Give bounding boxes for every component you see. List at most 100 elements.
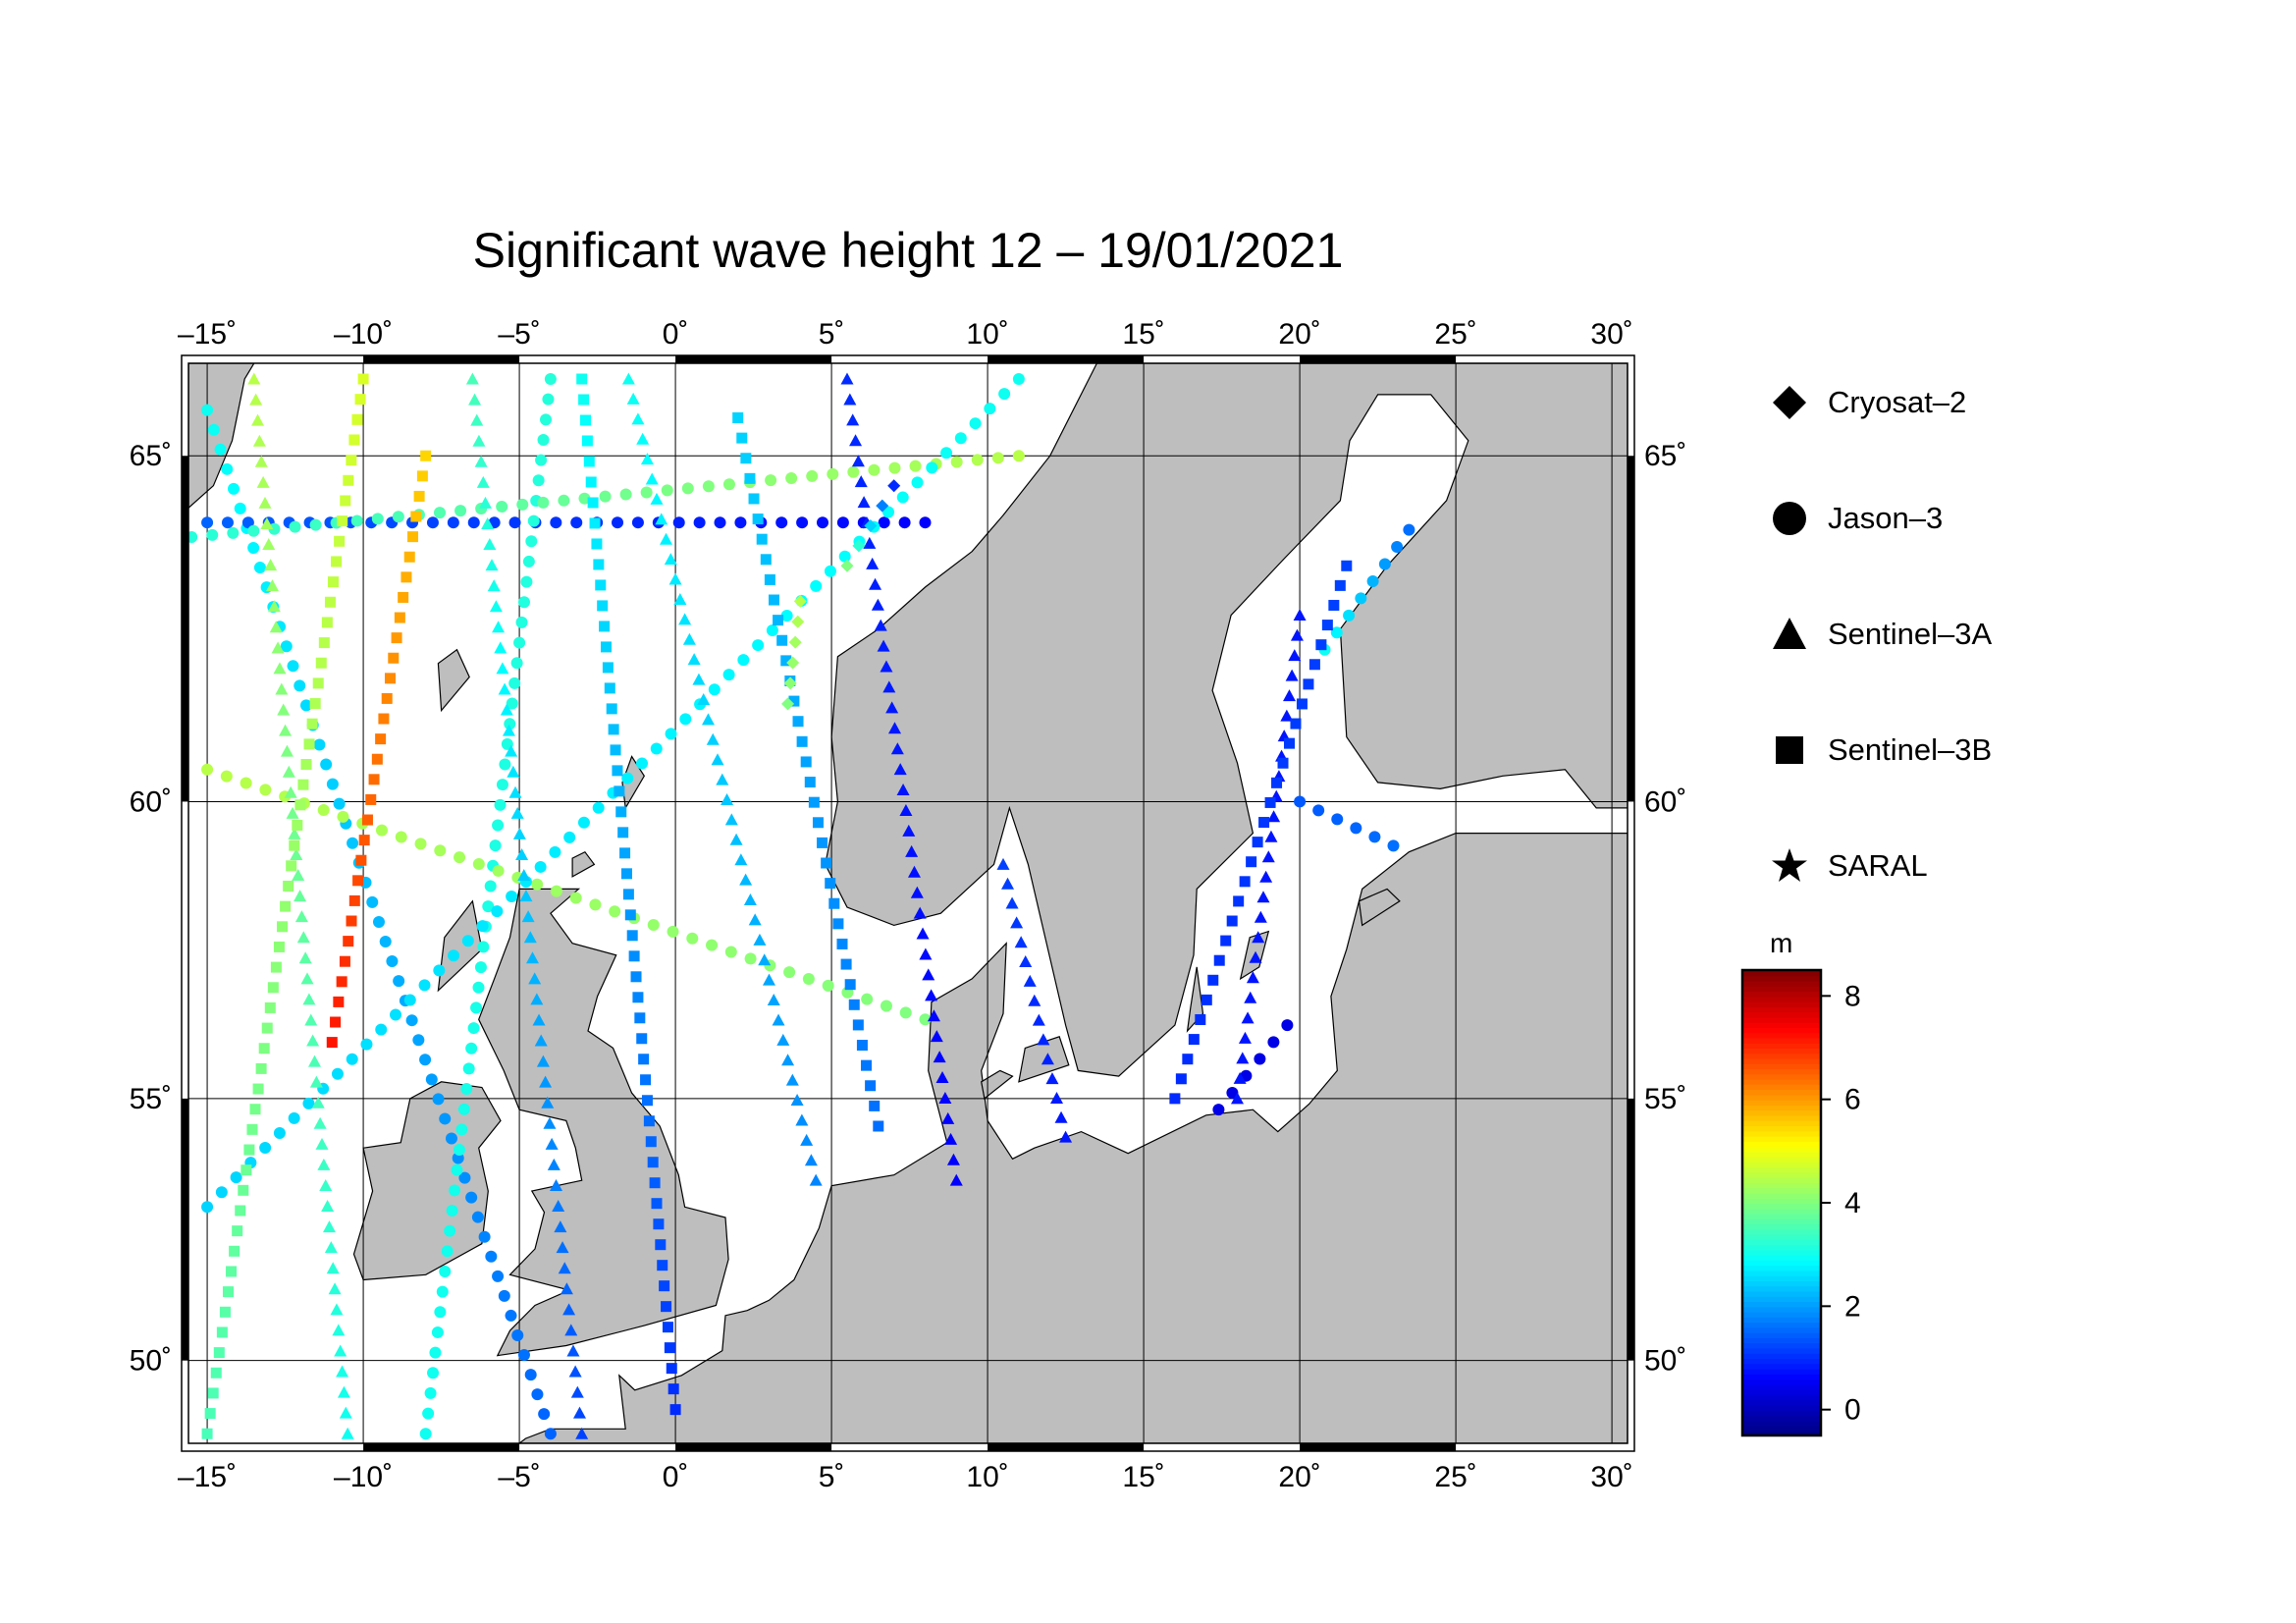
sentinel3a-point <box>1230 1092 1244 1105</box>
jason3-point <box>806 469 819 482</box>
sentinel3b-point <box>641 1095 653 1107</box>
sentinel3b-point <box>580 414 592 426</box>
sentinel3b-point <box>255 1062 267 1074</box>
sentinel3b-point <box>416 470 428 482</box>
sentinel3b-point <box>617 827 629 839</box>
sentinel3b-point <box>264 1001 276 1013</box>
jason3-point <box>447 516 459 529</box>
sentinel3a-point <box>575 1427 589 1439</box>
legend-item: Sentinel–3B <box>1767 721 1992 780</box>
jason3-point <box>482 900 495 913</box>
jason3-point <box>467 1022 480 1035</box>
land-polygon <box>478 888 729 1357</box>
sentinel3a-point <box>1246 971 1259 984</box>
jason3-point <box>302 1097 315 1109</box>
jason3-point <box>221 516 234 529</box>
jason3-point <box>458 1171 471 1184</box>
jason3-point <box>461 935 474 947</box>
colorbar-segment <box>1742 1414 1821 1422</box>
colorbar-segment <box>1742 1166 1821 1173</box>
sentinel3a-point <box>776 1033 790 1046</box>
sentinel3a-point <box>306 1034 320 1047</box>
sentinel3a-point <box>519 890 533 902</box>
jason3-point <box>722 669 735 681</box>
jason3-point <box>592 801 605 814</box>
sentinel3b-point <box>1334 579 1346 591</box>
jason3-point <box>467 516 480 529</box>
sentinel3a-point <box>260 516 274 529</box>
sentinel3a-point <box>692 673 706 685</box>
sentinel3a-point <box>933 1051 946 1063</box>
jason3-point <box>550 516 562 529</box>
cryosat2-point <box>887 479 901 493</box>
sentinel3b-point <box>210 1367 222 1379</box>
sentinel3a-point <box>772 1013 785 1026</box>
jason3-point <box>734 516 747 529</box>
colorbar-segment <box>1742 1420 1821 1427</box>
jason3-point <box>538 1408 551 1421</box>
jason3-point <box>227 526 240 539</box>
sentinel3b-point <box>638 1054 650 1065</box>
sentinel3a-point <box>568 1365 582 1378</box>
jason3-point <box>1212 1104 1225 1116</box>
sentinel3a-point <box>339 1406 352 1419</box>
jason3-point <box>1391 541 1404 554</box>
sentinel3a-point <box>562 1303 576 1316</box>
sentinel3a-point <box>890 742 904 755</box>
jason3-point <box>499 758 511 771</box>
sentinel3b-point <box>306 718 318 730</box>
sentinel3a-point <box>534 1034 548 1047</box>
jason3-point <box>609 905 621 918</box>
jason3-point <box>288 1111 300 1124</box>
sentinel3b-point <box>636 1033 648 1045</box>
sentinel3a-point <box>1028 994 1041 1006</box>
sentinel3b-point <box>403 551 415 563</box>
inner-frame <box>187 362 1629 1444</box>
sentinel3b-point <box>238 1184 249 1196</box>
jason3-point <box>836 516 849 529</box>
jason3-point <box>492 1270 505 1282</box>
circle-icon <box>1767 496 1812 541</box>
sentinel3a-point <box>1023 974 1037 987</box>
sentinel3a-point <box>729 833 743 845</box>
sentinel3b-point <box>1233 895 1245 907</box>
sentinel3b-point <box>651 1198 663 1210</box>
colorbar-segment <box>1742 1223 1821 1230</box>
frame-band <box>988 355 1145 363</box>
colorbar-segment <box>1742 970 1821 977</box>
jason3-point <box>998 388 1011 401</box>
jason3-point <box>1343 609 1356 622</box>
colorbar-segment <box>1742 1238 1821 1246</box>
jason3-point <box>861 993 874 1005</box>
sentinel3b-point <box>337 515 348 527</box>
jason3-point <box>462 1062 475 1075</box>
jason3-point <box>429 1346 442 1359</box>
sentinel3a-point <box>1264 830 1278 842</box>
sentinel3a-point <box>1041 1053 1054 1065</box>
sentinel3b-point <box>216 1326 228 1338</box>
jason3-point <box>909 460 922 472</box>
jason3-point <box>888 461 901 474</box>
sentinel3a-point <box>706 732 720 745</box>
sentinel3a-point <box>512 827 526 839</box>
sentinel3b-point <box>666 1363 677 1375</box>
sentinel3b-point <box>606 703 617 715</box>
jason3-point <box>390 1008 402 1021</box>
colorbar-segment <box>1742 1016 1821 1023</box>
jason3-point <box>911 476 924 489</box>
sentinel3a-point <box>328 1282 342 1295</box>
sentinel3a-point <box>515 847 529 860</box>
colorbar-segment <box>1742 1114 1821 1121</box>
sentinel3a-point <box>880 660 893 673</box>
sentinel3b-point <box>599 621 611 632</box>
jason3-point <box>240 777 252 789</box>
jason3-point <box>247 542 260 555</box>
jason3-point <box>599 490 612 503</box>
colorbar-segment <box>1742 1078 1821 1085</box>
jason3-point <box>785 472 798 485</box>
colorbar-segment <box>1742 1285 1821 1292</box>
jason3-point <box>309 518 322 531</box>
jason3-point <box>665 728 677 740</box>
sentinel3a-point <box>925 989 938 1001</box>
sentinel3a-point <box>330 1303 344 1316</box>
